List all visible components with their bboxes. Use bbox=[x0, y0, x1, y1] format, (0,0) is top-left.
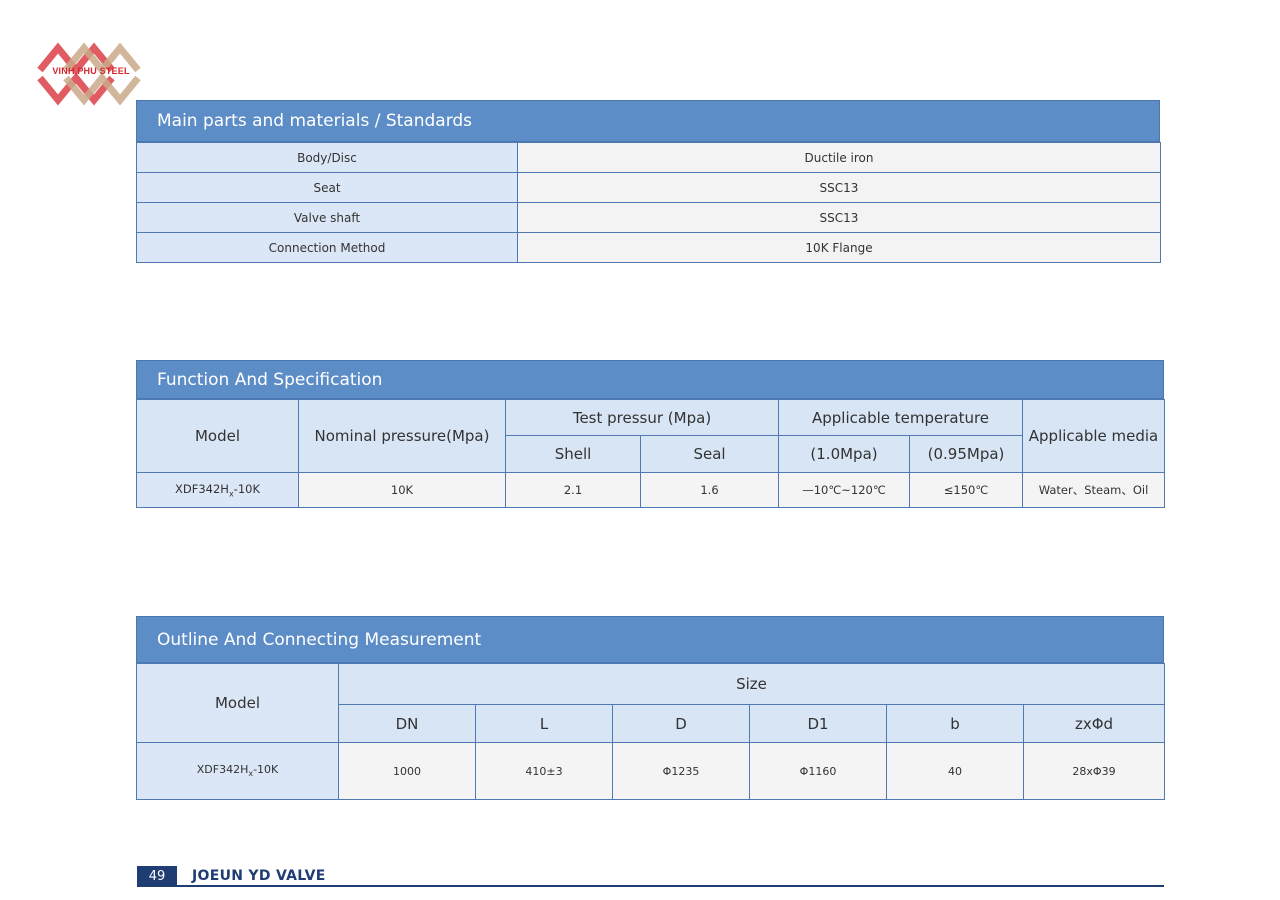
table-row: Connection Method 10K Flange bbox=[136, 232, 1161, 263]
footer-brand: JOEUN YD VALVE bbox=[192, 868, 326, 884]
l-cell: 410±3 bbox=[475, 742, 613, 800]
section-header-outline: Outline And Connecting Measurement bbox=[136, 616, 1164, 663]
outline-measurement-table: Model Size DN L D D1 b zxΦd XDF342Hx-10K… bbox=[136, 663, 1166, 800]
nominal-cell: 10K bbox=[298, 472, 506, 508]
dn-cell: 1000 bbox=[338, 742, 476, 800]
b-header: b bbox=[886, 704, 1024, 743]
header-row: Model Size bbox=[136, 663, 1166, 743]
row-value: Ductile iron bbox=[517, 142, 1161, 173]
temp-a-cell: —10℃~120℃ bbox=[778, 472, 911, 508]
d-cell: Φ1235 bbox=[612, 742, 750, 800]
temp-1mpa-header: (1.0Mpa) bbox=[778, 435, 911, 473]
logo-chevron-icon bbox=[37, 42, 141, 106]
model-cell: XDF342Hx-10K bbox=[136, 472, 299, 508]
model-header: Model bbox=[136, 663, 339, 743]
row-value: SSC13 bbox=[517, 202, 1161, 233]
temp-095mpa-header: (0.95Mpa) bbox=[909, 435, 1024, 473]
materials-table: Body/Disc Ductile iron Seat SSC13 Valve … bbox=[136, 142, 1161, 263]
table-row: XDF342Hx-10K 1000 410±3 Φ1235 Φ1160 40 2… bbox=[136, 742, 1166, 800]
media-cell: Water、Steam、Oil bbox=[1022, 472, 1166, 508]
section-header-materials: Main parts and materials / Standards bbox=[136, 100, 1160, 142]
zxd-cell: 28xΦ39 bbox=[1022, 742, 1166, 800]
b-cell: 40 bbox=[886, 742, 1024, 800]
vinh-phu-steel-logo: VINH PHU STEEL bbox=[36, 40, 142, 106]
shell-header: Shell bbox=[505, 435, 641, 473]
d-header: D bbox=[612, 704, 750, 743]
model-header: Model bbox=[136, 399, 299, 473]
section-title: Outline And Connecting Measurement bbox=[157, 629, 482, 650]
footer-divider bbox=[137, 885, 1164, 887]
section-header-function: Function And Specification bbox=[136, 360, 1164, 399]
model-cell: XDF342Hx-10K bbox=[136, 742, 339, 800]
seal-header: Seal bbox=[639, 435, 780, 473]
header-row: Model Nominal pressure(Mpa) Test pressur… bbox=[136, 399, 1166, 473]
table-row: Body/Disc Ductile iron bbox=[136, 142, 1161, 173]
dn-header: DN bbox=[338, 704, 476, 743]
section-title: Main parts and materials / Standards bbox=[157, 111, 473, 131]
table-row: Valve shaft SSC13 bbox=[136, 202, 1161, 233]
applicable-media-header: Applicable media bbox=[1022, 399, 1166, 473]
table-row: Seat SSC13 bbox=[136, 172, 1161, 203]
row-label: Body/Disc bbox=[136, 142, 518, 173]
l-header: L bbox=[475, 704, 613, 743]
function-spec-table: Model Nominal pressure(Mpa) Test pressur… bbox=[136, 399, 1166, 508]
section-title: Function And Specification bbox=[157, 369, 383, 390]
test-pressure-header: Test pressur (Mpa) bbox=[504, 399, 780, 436]
logo-text: VINH PHU STEEL bbox=[52, 66, 130, 76]
temp-b-cell: ≤150℃ bbox=[909, 472, 1024, 508]
header-row: DN L D D1 b zxΦd bbox=[137, 704, 1166, 743]
row-label: Seat bbox=[136, 172, 518, 203]
row-value: 10K Flange bbox=[517, 232, 1161, 263]
table-row: XDF342Hx-10K 10K 2.1 1.6 —10℃~120℃ ≤150℃… bbox=[136, 472, 1166, 508]
row-value: SSC13 bbox=[517, 172, 1161, 203]
page-number: 49 bbox=[137, 866, 177, 886]
seal-cell: 1.6 bbox=[639, 472, 780, 508]
size-header: Size bbox=[337, 663, 1166, 705]
zxd-header: zxΦd bbox=[1022, 704, 1166, 743]
row-label: Connection Method bbox=[136, 232, 518, 263]
applicable-temperature-header: Applicable temperature bbox=[778, 399, 1024, 436]
header-row: Shell Seal (1.0Mpa) (0.95Mpa) bbox=[137, 435, 1165, 473]
nominal-pressure-header: Nominal pressure(Mpa) bbox=[298, 399, 506, 473]
shell-cell: 2.1 bbox=[505, 472, 641, 508]
d1-header: D1 bbox=[749, 704, 887, 743]
d1-cell: Φ1160 bbox=[749, 742, 887, 800]
row-label: Valve shaft bbox=[136, 202, 518, 233]
